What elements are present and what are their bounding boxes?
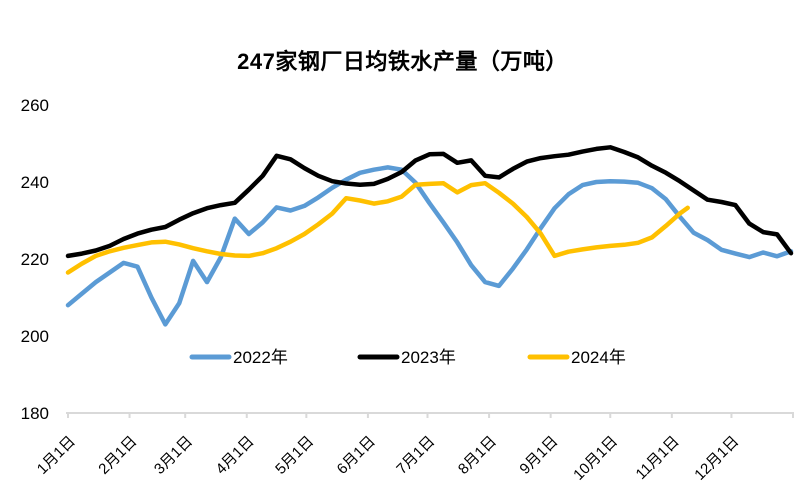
y-axis-label: 200	[21, 327, 49, 346]
x-axis-label: 12月1日	[691, 433, 742, 484]
x-axis-label: 9月1日	[516, 433, 561, 478]
y-axis-label: 180	[21, 404, 49, 423]
x-axis-label: 7月1日	[393, 433, 438, 478]
series-line-2023年	[65, 145, 794, 259]
chart-title: 247家钢厂日均铁水产量（万吨）	[237, 49, 568, 74]
y-axis-label: 240	[21, 173, 49, 192]
x-axis-label: 5月1日	[272, 433, 317, 478]
x-axis-label: 2月1日	[95, 433, 140, 478]
x-axis-label: 4月1日	[213, 433, 258, 478]
x-axis-label: 3月1日	[151, 433, 196, 478]
x-axis-label: 10月1日	[570, 433, 621, 484]
x-axis-label: 11月1日	[633, 433, 683, 483]
x-axis-label: 1月1日	[34, 433, 79, 478]
x-axis-label: 8月1日	[455, 433, 500, 478]
series-line-2024年	[65, 180, 690, 275]
y-axis-label: 220	[21, 250, 49, 269]
legend-label-2024年: 2024年	[571, 348, 626, 367]
series-line-2022年	[65, 165, 794, 327]
legend-label-2022年: 2022年	[233, 348, 288, 367]
legend-label-2023年: 2023年	[401, 348, 456, 367]
y-axis-label: 260	[21, 96, 49, 115]
x-axis-label: 6月1日	[334, 433, 379, 478]
